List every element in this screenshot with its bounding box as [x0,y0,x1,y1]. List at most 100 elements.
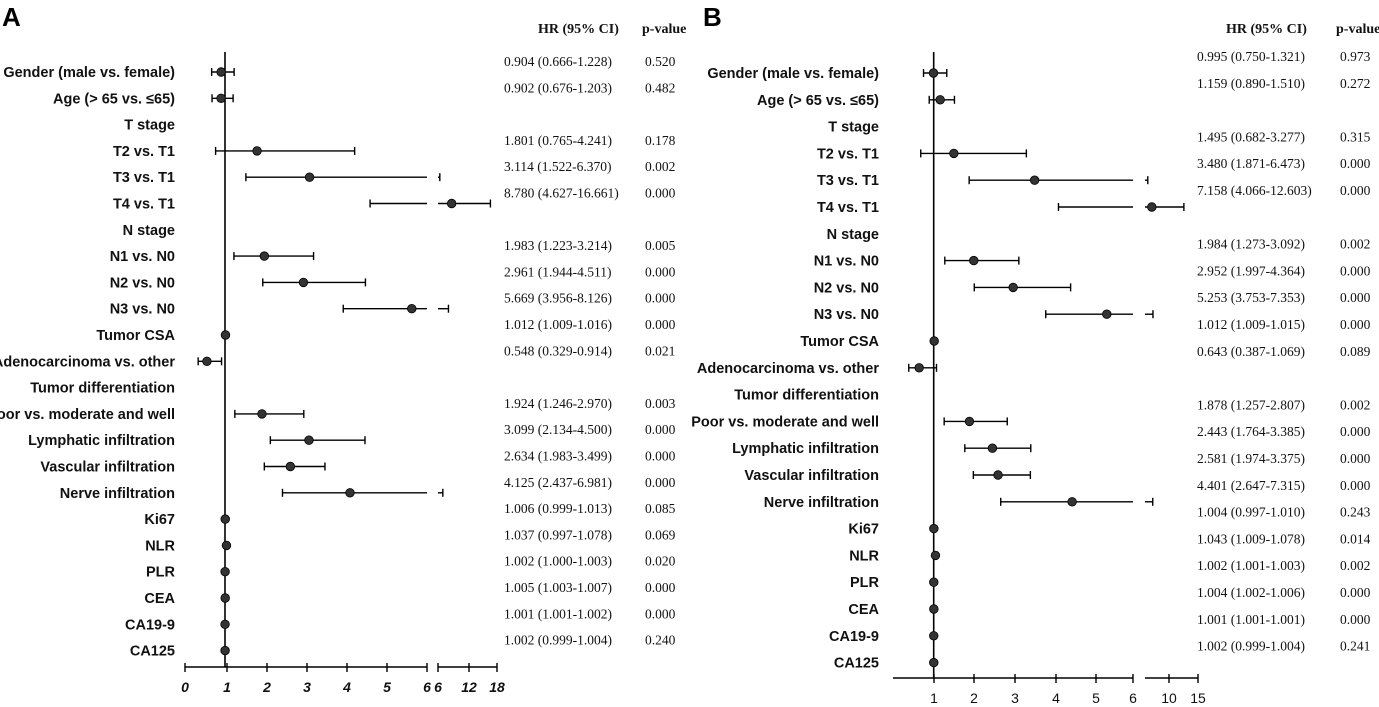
x-tick-label: 2 [262,679,271,695]
row-label: T2 vs. T1 [817,146,879,162]
panel-letter: A [2,2,21,32]
p-value: 0.069 [645,527,676,542]
row-label: T2 vs. T1 [113,144,175,160]
row-label: T4 vs. T1 [113,197,175,213]
row-gender-male-vs-female: Gender (male vs. female) 0.904 (0.666-1.2… [3,54,675,81]
row-label: Vascular infiltration [744,468,879,484]
p-value: 0.000 [1340,478,1371,493]
p-value: 0.002 [1340,558,1370,573]
hr-point [914,363,924,373]
row-label: NLR [849,548,879,564]
hr-point [345,488,355,498]
row-age-65-vs-65: Age (> 65 vs. ≤65) 1.159 (0.890-1.510) 0.2… [757,76,1370,109]
x-tick-label: 18 [489,679,505,695]
row-nlr: NLR 1.043 (1.009-1.078) 0.014 [849,531,1370,564]
hr-ci-value: 1.002 (0.999-1.004) [1197,639,1305,654]
row-label: Gender (male vs. female) [3,65,175,81]
x-tick-label: 4 [1052,690,1060,706]
row-label: Poor vs. moderate and well [691,414,879,430]
row-label: Nerve infiltration [764,495,879,511]
hr-point [930,550,941,561]
hr-point [935,95,945,105]
hr-point [964,416,975,427]
hr-point [1029,175,1040,185]
x-tick-label: 3 [1011,690,1019,706]
row-ki67: Ki67 1.006 (0.999-1.013) 0.085 [144,501,675,528]
hr-ci-value: 1.984 (1.273-3.092) [1197,237,1305,252]
p-value: 0.000 [645,606,676,621]
p-value: 0.000 [645,580,676,595]
hr-point [993,470,1003,480]
hr-ci-value: 7.158 (4.066-12.603) [1197,183,1312,198]
row-n1-vs-n0: N1 vs. N0 1.983 (1.223-3.214) 0.005 [110,238,676,265]
hr-ci-value: 2.634 (1.983-3.499) [504,449,612,464]
row-label: N3 vs. N0 [814,307,879,323]
row-age-65-vs-65: Age (> 65 vs. ≤65) 0.902 (0.676-1.203) 0.4… [53,80,675,107]
hr-ci-value: 5.669 (3.956-8.126) [504,291,612,306]
row-t4-vs-t1: T4 vs. T1 8.780 (4.627-16.661) 0.000 [113,186,676,213]
row-nlr: NLR 1.037 (0.997-1.078) 0.069 [145,527,675,554]
row-label: CA19-9 [829,629,879,645]
x-tick-label: 0 [181,679,189,695]
row-label: CA125 [834,656,879,672]
p-value: 0.315 [1340,129,1371,144]
row-label: T4 vs. T1 [817,200,879,216]
row-label: Nerve infiltration [60,486,175,502]
p-value: 0.000 [1340,263,1371,278]
row-label: PLR [146,565,176,581]
row-label: Ki67 [144,512,175,528]
hr-ci-value: 1.012 (1.009-1.016) [504,317,612,332]
row-plr: PLR 1.002 (1.000-1.003) 0.020 [146,554,676,581]
row-cea: CEA 1.005 (1.003-1.007) 0.000 [144,580,675,607]
p-value: 0.000 [645,291,676,306]
hr-ci-value: 0.995 (0.750-1.321) [1197,49,1305,64]
hr-point [221,540,232,551]
hr-point [929,631,939,641]
hr-point [285,461,296,472]
p-value: 0.003 [645,396,676,411]
hr-point [929,577,939,587]
p-value: 0.000 [1340,317,1371,332]
row-plr: PLR 1.002 (1.001-1.003) 0.002 [850,558,1370,591]
x-tick-label: 3 [303,679,311,695]
x-tick-label: 1 [930,690,938,706]
row-n2-vs-n0: N2 vs. N0 2.952 (1.997-4.364) 0.000 [814,263,1371,296]
row-label: PLR [850,575,880,591]
row-tumor-csa: Tumor CSA 1.012 (1.009-1.015) 0.000 [800,317,1370,350]
row-nerve-infiltration: Nerve infiltration 4.401 (2.647-7.315) 0.0… [764,478,1371,511]
row-adenocarcinoma-vs-other: Adenocarcinoma vs. other 0.643 (0.387-1.0… [697,344,1371,377]
hr-ci-value: 1.924 (1.246-2.970) [504,396,612,411]
p-value: 0.002 [645,159,675,174]
hr-point [446,198,457,209]
row-label: CEA [848,602,879,618]
row-label: Tumor CSA [800,334,879,350]
hr-ci-value: 0.548 (0.329-0.914) [504,343,612,358]
p-value: 0.000 [1340,290,1371,305]
hr-point [298,277,309,288]
hr-ci-value: 5.253 (3.753-7.353) [1197,290,1305,305]
hr-ci-value: 0.902 (0.676-1.203) [504,80,612,95]
hr-point [987,443,998,453]
hr-ci-value: 3.114 (1.522-6.370) [504,159,612,174]
row-n3-vs-n0: N3 vs. N0 5.669 (3.956-8.126) 0.000 [110,291,676,318]
hr-ci-value: 1.006 (0.999-1.013) [504,501,612,516]
p-value: 0.000 [645,264,676,279]
row-label: Age (> 65 vs. ≤65) [757,93,879,109]
row-ca19-9: CA19-9 1.001 (1.001-1.001) 0.000 [829,612,1371,645]
row-label: T stage [124,118,175,134]
row-n-stage: N stage [827,227,879,243]
hr-ci-value: 8.780 (4.627-16.661) [504,186,619,201]
row-vascular-infiltration: Vascular infiltration 2.634 (1.983-3.499)… [40,449,675,476]
hr-ci-value: 1.001 (1.001-1.002) [504,606,612,621]
row-t4-vs-t1: T4 vs. T1 7.158 (4.066-12.603) 0.000 [817,183,1371,216]
hr-point [929,604,939,614]
hr-point [928,68,939,78]
row-lymphatic-infiltration: Lymphatic infiltration 3.099 (2.134-4.500… [28,422,676,449]
hr-ci-value: 1.012 (1.009-1.015) [1197,317,1305,332]
hr-point [220,567,230,577]
panel-letter: B [703,2,722,32]
p-value: 0.000 [1340,156,1371,171]
row-label: Tumor CSA [96,328,175,344]
row-label: Ki67 [848,522,879,538]
row-label: Age (> 65 vs. ≤65) [53,91,175,107]
